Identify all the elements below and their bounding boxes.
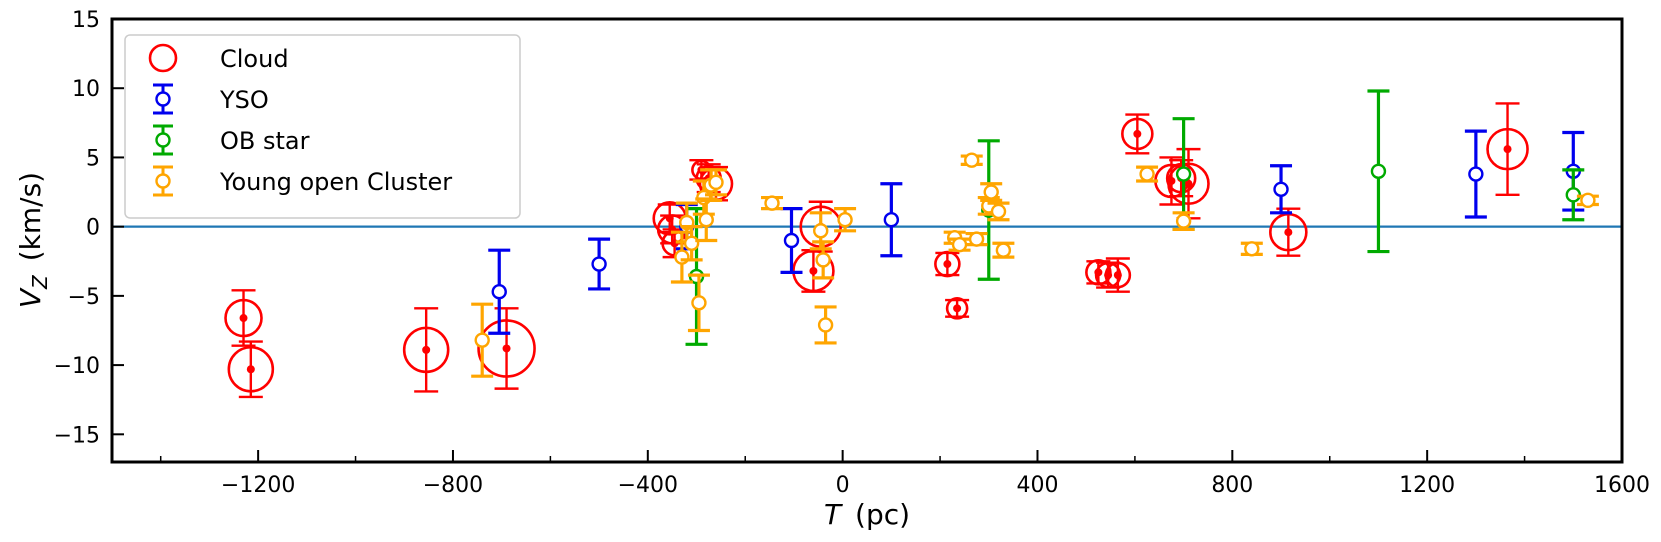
data-layer xyxy=(224,89,1599,399)
young-open-cluster-point xyxy=(708,174,724,191)
cloud-point-center xyxy=(422,345,431,354)
young-open-cluster-point xyxy=(815,252,831,268)
cloud-point xyxy=(227,345,275,393)
x-axis-label: T (pc) xyxy=(824,498,910,531)
legend-label-ob-star: OB star xyxy=(220,127,310,155)
yso-point xyxy=(1468,166,1484,182)
cloud-point-center xyxy=(943,260,952,269)
cloud-point xyxy=(224,298,263,338)
y-tick-label: 5 xyxy=(86,146,100,171)
young-open-cluster-point xyxy=(817,317,834,333)
young-open-cluster-point xyxy=(968,231,985,247)
young-open-cluster-point xyxy=(837,212,853,228)
young-open-cluster-point xyxy=(674,249,690,265)
y-axis-label: VZ (km/s) xyxy=(14,172,52,308)
y-axis-subscript: Z xyxy=(28,274,52,290)
ticks-layer: −1200 −800 −400 0 400 800 1200 1600 −15 −10 −5 0 5 10… xyxy=(54,8,1650,498)
legend-marker-young-open-cluster xyxy=(155,173,171,189)
legend-label-yso: YSO xyxy=(219,86,269,114)
legend-entry-yso: YSO xyxy=(153,83,269,115)
young-open-cluster-point xyxy=(813,223,829,239)
legend-entries: Cloud YSO OB star Young open Cluster xyxy=(148,43,452,197)
cloud-point-center xyxy=(502,344,511,353)
young-open-cluster-series xyxy=(471,152,1599,378)
yso-point xyxy=(883,212,900,228)
young-open-cluster-point xyxy=(951,236,968,253)
legend-marker-cloud xyxy=(148,43,178,73)
legend-entry-cloud: Cloud xyxy=(148,43,289,73)
x-tick-label: 1200 xyxy=(1399,473,1455,498)
y-tick-label: −15 xyxy=(54,423,100,448)
cloud-point xyxy=(1121,117,1154,151)
x-axis-symbol: T xyxy=(824,498,843,531)
young-open-cluster-point xyxy=(990,203,1007,220)
cloud-point xyxy=(1486,127,1529,171)
cloud-point-center xyxy=(1113,271,1122,280)
young-open-cluster-point xyxy=(474,332,490,348)
young-open-cluster-point xyxy=(1580,192,1596,209)
x-tick-label: 0 xyxy=(836,473,850,498)
cloud-point xyxy=(477,319,536,378)
legend-entry-young-open-cluster: Young open Cluster xyxy=(153,165,452,197)
y-tick-label: −10 xyxy=(54,354,100,379)
x-tick-label: 800 xyxy=(1211,473,1253,498)
legend: Cloud YSO OB star Young open Cluster xyxy=(124,34,521,219)
y-tick-label: 10 xyxy=(72,77,100,102)
ob-star-point xyxy=(1370,163,1387,179)
ob-star-point xyxy=(1175,166,1192,182)
x-tick-label: −800 xyxy=(423,473,483,498)
cloud-point xyxy=(402,326,450,374)
y-axis-unit: (km/s) xyxy=(14,172,47,261)
legend-entry-ob-star: OB star xyxy=(153,124,310,156)
yso-point xyxy=(783,232,800,249)
cloud-point-center xyxy=(1503,145,1512,154)
young-open-cluster-point xyxy=(691,295,707,311)
young-open-cluster-point xyxy=(983,184,999,200)
yso-point xyxy=(1273,181,1289,197)
cloud-point xyxy=(945,297,969,320)
x-tick-label: 1600 xyxy=(1594,473,1650,498)
young-open-cluster-point xyxy=(698,212,714,228)
young-open-cluster-point xyxy=(764,195,780,211)
y-axis-symbol: V xyxy=(14,287,47,308)
x-tick-label: −1200 xyxy=(221,473,295,498)
yso-series xyxy=(488,129,1585,335)
cloud-point-center xyxy=(1284,228,1293,237)
young-open-cluster-point xyxy=(683,235,700,251)
young-open-cluster-point xyxy=(964,152,980,168)
yso-point xyxy=(491,284,507,300)
cloud-point-center xyxy=(953,304,962,313)
plot-frame xyxy=(110,17,1624,464)
cloud-point-center xyxy=(1133,129,1142,138)
legend-label-young-open-cluster: Young open Cluster xyxy=(219,168,452,196)
young-open-cluster-point xyxy=(1244,241,1260,257)
cloud-point xyxy=(1104,261,1132,289)
cloud-point-center xyxy=(1184,179,1193,188)
legend-box xyxy=(124,34,521,219)
cloud-point xyxy=(1167,162,1210,206)
yso-point xyxy=(591,256,607,272)
young-open-cluster-point xyxy=(995,242,1012,258)
legend-marker-yso xyxy=(155,91,171,107)
x-axis-unit: (pc) xyxy=(855,498,910,531)
y-tick-label: −5 xyxy=(68,285,100,310)
legend-marker-ob-star xyxy=(155,132,171,148)
cloud-point xyxy=(934,250,961,278)
x-tick-label: −400 xyxy=(618,473,678,498)
young-open-cluster-point xyxy=(1175,213,1192,229)
x-tick-label: 400 xyxy=(1016,473,1058,498)
cloud-point-center xyxy=(239,314,248,323)
cloud-point-center xyxy=(246,365,255,374)
young-open-cluster-point xyxy=(1139,166,1155,182)
y-tick-label: 15 xyxy=(72,8,100,33)
cloud-point-center xyxy=(809,266,818,275)
legend-label-cloud: Cloud xyxy=(220,45,289,73)
y-tick-label: 0 xyxy=(86,216,100,241)
